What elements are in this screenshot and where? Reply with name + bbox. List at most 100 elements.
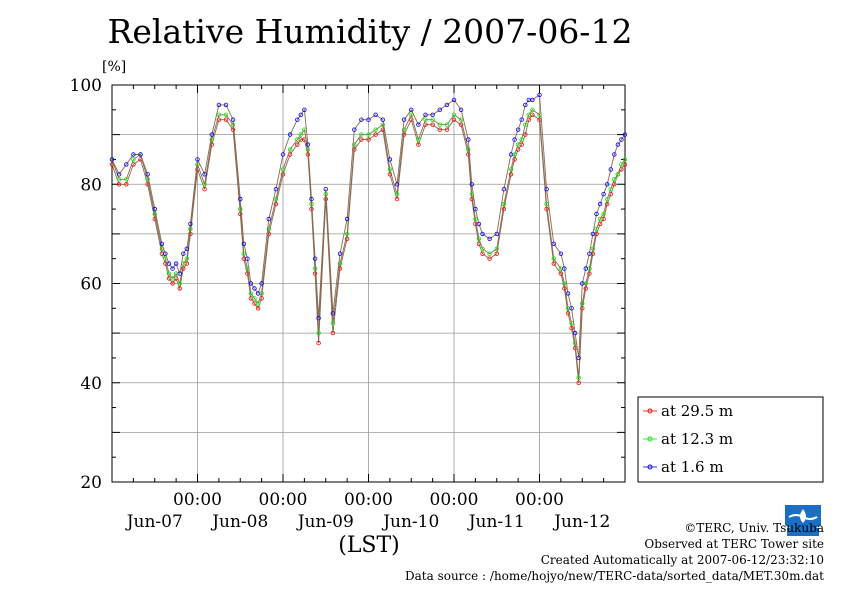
data-point (344, 236, 350, 241)
data-point (394, 191, 400, 197)
data-point (558, 251, 564, 256)
legend-item: at 29.5 m (643, 402, 733, 420)
y-tick-label: 80 (80, 175, 102, 195)
x-tick-day-label: Jun-07 (125, 512, 183, 532)
data-point (487, 251, 492, 256)
data-point (537, 92, 542, 98)
data-point (312, 256, 318, 261)
legend-swatch-marker (647, 408, 653, 414)
data-point (587, 271, 592, 276)
data-point (223, 117, 229, 122)
data-point (138, 152, 143, 157)
data-point (366, 137, 371, 142)
series-line (111, 94, 626, 358)
data-point (423, 112, 428, 117)
data-point (298, 132, 303, 137)
data-point (312, 266, 318, 271)
data-point (401, 127, 407, 132)
data-point (622, 157, 628, 162)
data-point (444, 122, 450, 127)
data-point (608, 186, 613, 192)
data-point (298, 112, 303, 117)
series-2 (109, 92, 628, 361)
x-tick-time-label: 00:00 (515, 490, 564, 510)
data-point (337, 251, 343, 256)
data-point (316, 316, 321, 321)
data-point (519, 117, 524, 122)
data-point (476, 236, 482, 241)
data-point (580, 301, 585, 306)
legend-label: at 12.3 m (661, 430, 733, 448)
data-point (416, 122, 421, 127)
data-point (409, 107, 414, 112)
footer-observed: Observed at TERC Tower site (644, 537, 824, 551)
data-point (373, 132, 378, 137)
data-point (619, 137, 624, 142)
series-line (111, 109, 626, 378)
data-point (181, 266, 186, 271)
legend-item: at 1.6 m (643, 458, 724, 476)
legend-box (637, 396, 824, 483)
data-point (248, 291, 254, 296)
data-point (266, 216, 271, 222)
data-point (287, 132, 293, 137)
series-line (111, 114, 626, 383)
data-point (188, 221, 193, 227)
data-point (480, 251, 485, 256)
data-point (437, 127, 442, 132)
data-point (131, 152, 136, 157)
data-point (173, 261, 179, 266)
data-point (508, 172, 514, 177)
data-point (223, 112, 229, 117)
legend: at 29.5 m at 12.3 m at 1.6 m (637, 396, 824, 483)
data-point (287, 147, 293, 152)
chart-title: Relative Humidity / 2007-06-12 (107, 12, 633, 51)
data-point (601, 211, 606, 217)
data-point (515, 127, 521, 132)
data-point (551, 256, 556, 261)
data-point (487, 236, 492, 241)
y-axis-label: [%] (102, 59, 126, 75)
data-point (565, 291, 571, 296)
data-point (170, 281, 175, 286)
data-point (223, 102, 229, 108)
data-point (273, 196, 279, 202)
data-point (273, 186, 279, 192)
data-point (177, 286, 182, 291)
data-point (380, 117, 385, 122)
plot-frame (111, 84, 626, 483)
data-point (530, 97, 535, 103)
data-point (202, 172, 207, 177)
legend-item: at 12.3 m (643, 430, 733, 448)
data-point (444, 127, 450, 132)
data-point (576, 375, 581, 380)
data-point (359, 117, 364, 122)
data-point (565, 311, 571, 316)
data-point (316, 330, 321, 336)
data-point (519, 137, 524, 142)
data-point (305, 142, 311, 147)
x-tick-day-label: Jun-10 (381, 512, 439, 532)
data-point (124, 162, 129, 167)
footer-copyright: ©TERC, Univ. Tsukuba (684, 521, 824, 535)
data-point (124, 182, 129, 187)
data-point (494, 251, 499, 256)
data-point (170, 276, 175, 281)
data-point (494, 246, 499, 251)
data-point (622, 132, 628, 137)
data-point (216, 112, 222, 117)
data-point (116, 177, 122, 182)
data-point (437, 107, 442, 112)
footer-source: Data source : /home/hojyo/new/TERC-data/… (405, 569, 824, 583)
data-point (295, 117, 300, 122)
data-point (177, 281, 182, 286)
y-tick-label: 60 (80, 275, 102, 295)
data-point (530, 107, 535, 112)
data-point (597, 201, 603, 207)
data-point (569, 326, 574, 331)
data-point (608, 167, 613, 172)
x-tick-time-label: 00:00 (259, 490, 308, 510)
data-point (184, 256, 189, 261)
data-point (209, 132, 214, 137)
data-point (280, 167, 286, 172)
